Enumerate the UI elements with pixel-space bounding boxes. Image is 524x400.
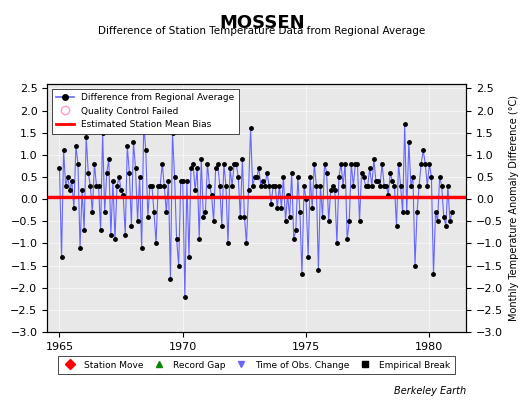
- Y-axis label: Monthly Temperature Anomaly Difference (°C): Monthly Temperature Anomaly Difference (…: [509, 95, 519, 321]
- Text: Difference of Station Temperature Data from Regional Average: Difference of Station Temperature Data f…: [99, 26, 425, 36]
- Legend: Difference from Regional Average, Quality Control Failed, Estimated Station Mean: Difference from Regional Average, Qualit…: [52, 88, 239, 134]
- Legend: Station Move, Record Gap, Time of Obs. Change, Empirical Break: Station Move, Record Gap, Time of Obs. C…: [59, 356, 455, 374]
- Text: Berkeley Earth: Berkeley Earth: [394, 386, 466, 396]
- Text: MOSSEN: MOSSEN: [219, 14, 305, 32]
